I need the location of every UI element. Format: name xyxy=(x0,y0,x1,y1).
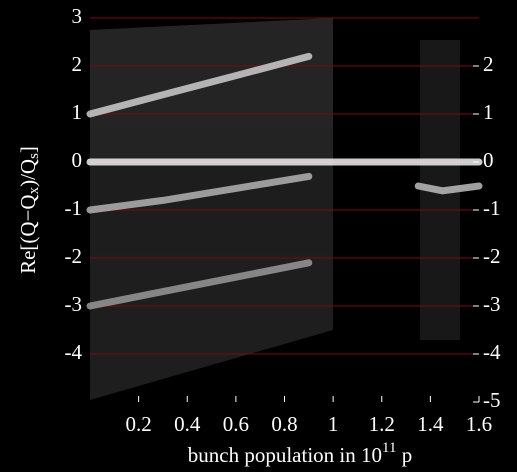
y-tick-label: -2 xyxy=(65,244,83,268)
x-tick-label: 0.2 xyxy=(126,412,152,436)
y2-tick-label: -3 xyxy=(483,292,501,316)
texture-area xyxy=(90,18,333,160)
y2-tick-label: -2 xyxy=(483,244,501,268)
x-tick-label: 0.6 xyxy=(223,412,249,436)
y2-tick-label: -5 xyxy=(483,388,501,412)
x-tick-label: 1.2 xyxy=(369,412,395,436)
y2-tick-label: 0 xyxy=(483,148,494,172)
mode-trace xyxy=(414,182,483,195)
x-tick-label: 0.8 xyxy=(271,412,297,436)
y2-tick-label: 1 xyxy=(483,100,494,124)
y-tick-label: 1 xyxy=(72,100,83,124)
y-tick-label: -3 xyxy=(65,292,83,316)
y-tick-label: 3 xyxy=(72,4,83,28)
y-axis-label: Re[(Q−Qx)/Qs] xyxy=(16,146,43,274)
x-axis-label: bunch population in 1011 p xyxy=(188,440,412,466)
texture xyxy=(90,18,460,400)
x-tick-label: 1 xyxy=(328,412,339,436)
x-tick-label: 1.6 xyxy=(466,412,492,436)
x-tick-label: 1.4 xyxy=(417,412,444,436)
y-tick-label: -4 xyxy=(65,340,83,364)
x-tick-label: 0.4 xyxy=(174,412,201,436)
y2-tick-label: -4 xyxy=(483,340,501,364)
y-tick-label: 0 xyxy=(72,148,83,172)
mode-trace xyxy=(86,172,313,214)
mode-trace xyxy=(86,259,313,310)
y2-tick-label: -1 xyxy=(483,196,501,220)
y-tick-label: 2 xyxy=(72,52,83,76)
y2-tick-label: 2 xyxy=(483,52,494,76)
mode-trace xyxy=(86,52,313,118)
y-tick-label: -1 xyxy=(65,196,83,220)
